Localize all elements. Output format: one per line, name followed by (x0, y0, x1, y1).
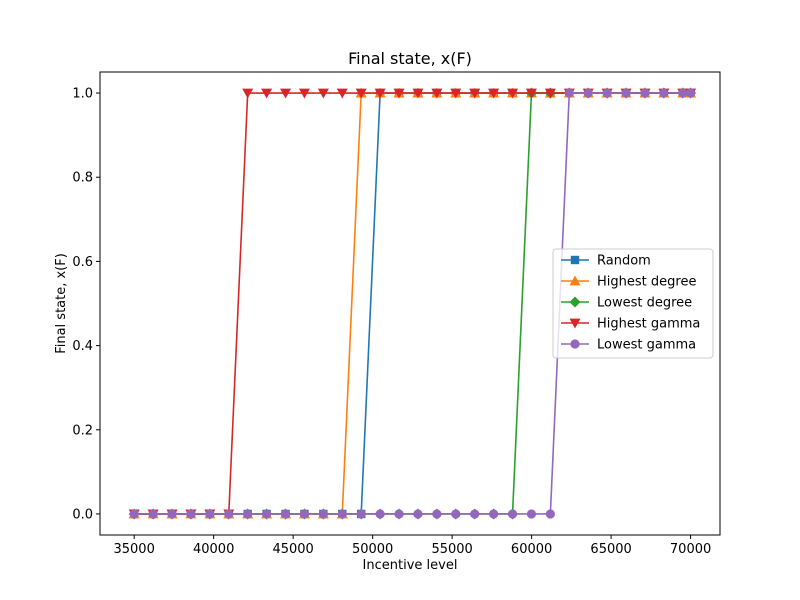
data-point (431, 88, 443, 99)
data-point (262, 509, 272, 519)
x-tick-label: 45000 (272, 542, 313, 557)
legend-item: Highest degree (561, 275, 696, 290)
legend-label: Random (597, 254, 651, 269)
data-point (488, 88, 500, 99)
data-point (544, 88, 556, 99)
legend-item: Highest gamma (561, 317, 700, 332)
data-point (526, 509, 537, 519)
x-tick-label: 70000 (670, 542, 711, 557)
data-point (450, 88, 462, 99)
legend-label: Highest gamma (597, 317, 700, 332)
data-point (451, 509, 461, 519)
y-axis: 0.0 0.2 0.4 0.6 0.8 1.0 (72, 87, 100, 522)
y-tick-label: 0.8 (72, 171, 93, 186)
legend-marker (569, 318, 581, 329)
x-tick-label: 50000 (352, 542, 393, 557)
data-point (375, 509, 385, 519)
y-tick-label: 0.0 (72, 507, 93, 522)
data-point (167, 509, 177, 519)
data-point (659, 88, 669, 98)
data-point (394, 509, 404, 519)
data-point (299, 509, 310, 519)
legend-marker (569, 296, 581, 308)
data-point (242, 88, 254, 99)
data-point (280, 509, 291, 519)
legend-label: Lowest degree (597, 296, 692, 311)
data-point (602, 88, 612, 98)
data-point (336, 88, 348, 99)
data-point (317, 88, 329, 99)
legend-box (552, 248, 714, 359)
legend-item: Lowest gamma (561, 338, 696, 353)
data-point (205, 509, 215, 519)
data-point (564, 88, 574, 98)
data-point (489, 509, 499, 519)
data-point (243, 509, 253, 519)
data-point (413, 509, 423, 519)
data-point (337, 509, 347, 519)
data-point (129, 509, 139, 519)
data-point (685, 88, 696, 98)
axes-frame (99, 71, 721, 536)
legend-marker (569, 275, 581, 286)
x-axis-label: Incentive level (363, 558, 458, 573)
legend-marker (570, 255, 580, 265)
data-point (356, 509, 366, 519)
x-tick-label: 60000 (511, 542, 552, 557)
series-lowest-gamma (129, 88, 696, 519)
y-tick-label: 0.4 (72, 339, 93, 354)
data-point (545, 509, 555, 519)
y-tick-label: 0.6 (72, 255, 93, 270)
legend-item: Lowest degree (561, 296, 692, 311)
data-point (583, 88, 593, 98)
x-tick-label: 40000 (193, 542, 234, 557)
data-point (678, 88, 688, 98)
data-point (507, 88, 519, 99)
data-point (525, 88, 537, 99)
y-tick-label: 1.0 (72, 87, 93, 102)
data-point (280, 88, 292, 99)
data-point (507, 509, 518, 519)
data-point (621, 88, 631, 98)
data-point (298, 88, 310, 99)
chart-title: Final state, x(F) (348, 49, 472, 68)
legend-marker (570, 339, 580, 349)
x-tick-label: 55000 (431, 542, 472, 557)
y-tick-label: 0.2 (72, 423, 93, 438)
data-point (186, 509, 196, 519)
data-point (224, 509, 234, 519)
x-tick-label: 65000 (590, 542, 631, 557)
data-point (393, 88, 405, 99)
x-axis: 35000 40000 45000 50000 55000 60000 65000 70000 (113, 535, 711, 557)
legend-label: Lowest gamma (597, 338, 696, 353)
data-point (412, 88, 424, 99)
data-point (374, 88, 386, 99)
x-tick-label: 35000 (113, 542, 154, 557)
data-point (261, 88, 273, 99)
legend: Random Highest degree Lowest degree Highest… (552, 248, 714, 359)
data-point (355, 88, 367, 99)
data-point (432, 509, 442, 519)
y-axis-label: Final state, x(F) (54, 253, 69, 354)
plot-area (128, 87, 697, 520)
data-point (470, 509, 480, 519)
data-point (318, 509, 328, 519)
legend-label: Highest degree (597, 275, 696, 290)
legend-item: Random (561, 254, 651, 269)
data-point (148, 509, 158, 519)
data-point (640, 88, 650, 98)
data-point (469, 88, 481, 99)
